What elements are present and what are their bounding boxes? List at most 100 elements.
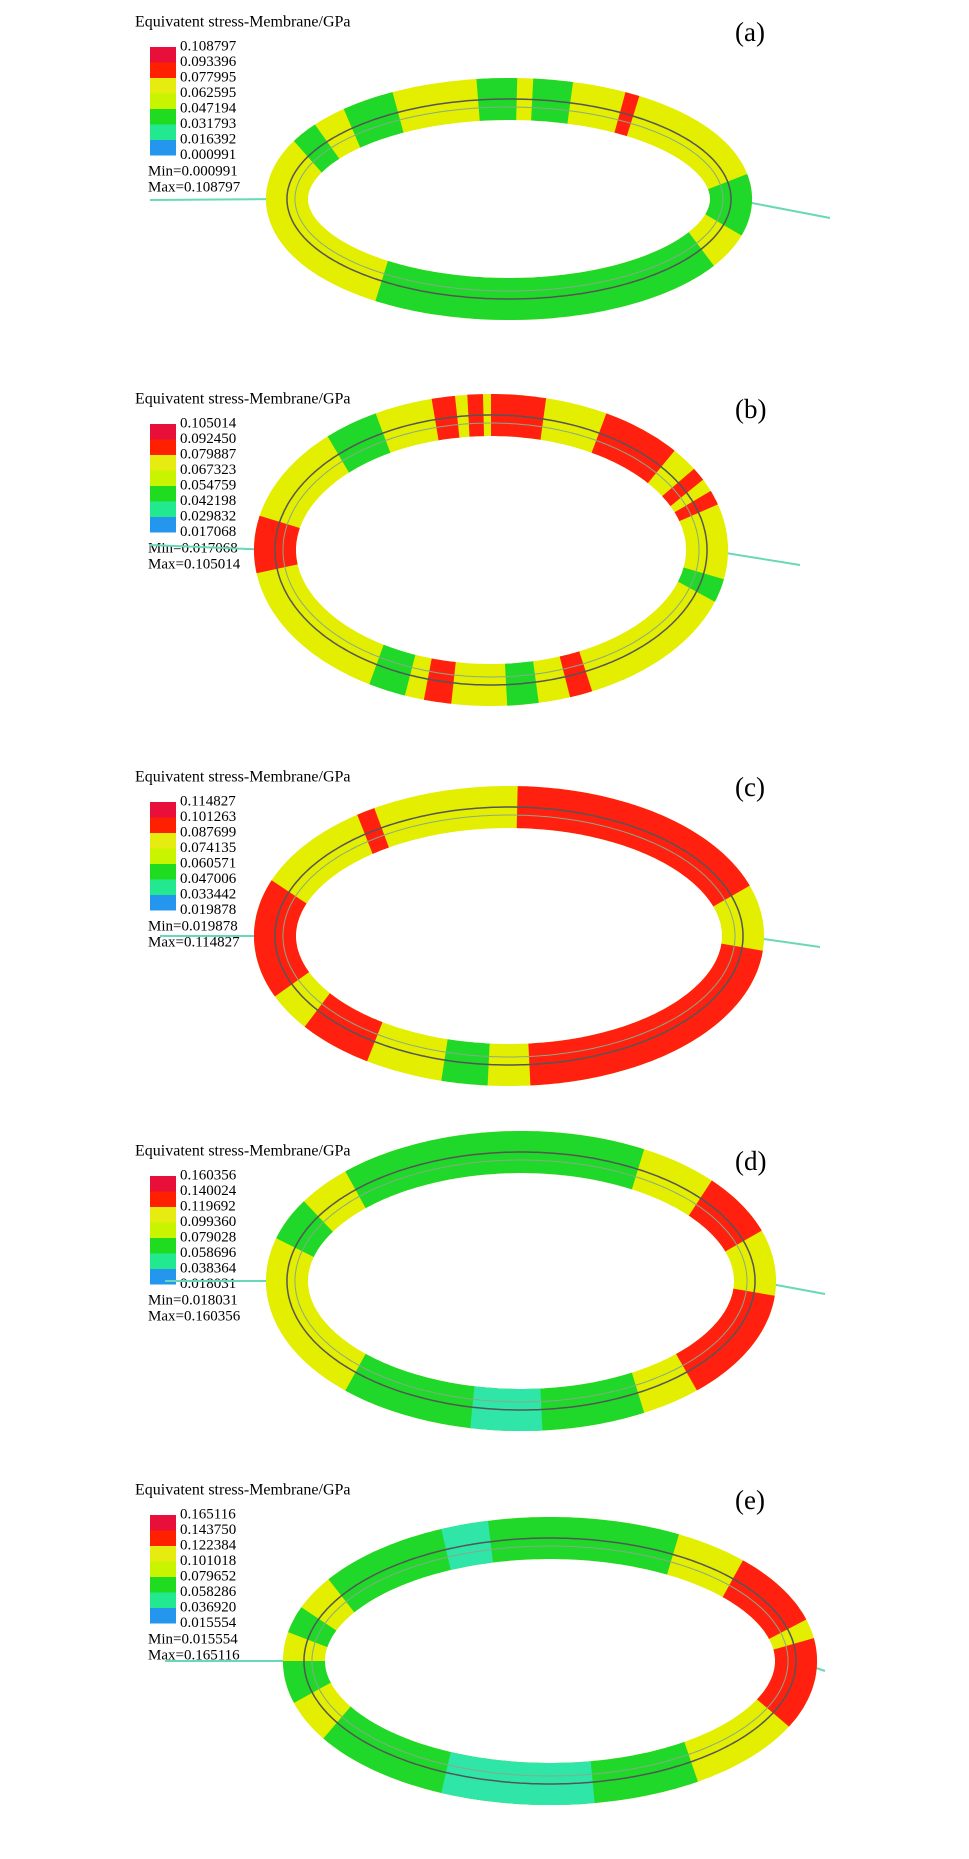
legend-value: 0.015554 bbox=[180, 1615, 237, 1631]
ring-centerline bbox=[286, 1151, 756, 1411]
legend-swatch bbox=[150, 439, 176, 455]
legend-value: 0.101263 bbox=[180, 809, 236, 825]
legend-value: 0.079652 bbox=[180, 1568, 236, 1584]
ring-segment bbox=[375, 232, 714, 320]
legend-swatch bbox=[150, 78, 176, 94]
ring-segment bbox=[756, 1638, 817, 1727]
legend-swatch bbox=[150, 1546, 176, 1562]
legend-swatch bbox=[150, 455, 176, 471]
legend-swatch bbox=[150, 864, 176, 880]
legend-swatch bbox=[150, 1269, 176, 1285]
max-label: Max=0.114827 bbox=[148, 934, 240, 950]
legend-value: 0.165116 bbox=[180, 1506, 236, 1522]
legend-swatch bbox=[150, 848, 176, 864]
legend-value: 0.029832 bbox=[180, 508, 236, 524]
legend-swatch bbox=[150, 1530, 176, 1546]
legend-value: 0.114827 bbox=[180, 793, 236, 809]
wire bbox=[149, 198, 288, 201]
legend-swatch bbox=[150, 1592, 176, 1608]
legend-swatch bbox=[150, 109, 176, 125]
legend-title: Equivatent stress-Membrane/GPa bbox=[135, 1143, 351, 1160]
ring-centerline bbox=[286, 98, 732, 300]
legend-value: 0.042198 bbox=[180, 493, 236, 509]
legend-value: 0.058286 bbox=[180, 1584, 237, 1600]
legend-swatch bbox=[150, 1176, 176, 1192]
ring-segment bbox=[304, 993, 383, 1062]
max-label: Max=0.165116 bbox=[148, 1647, 240, 1663]
min-label: Min=0.015554 bbox=[148, 1631, 238, 1647]
legend-swatch bbox=[150, 501, 176, 517]
legend-value: 0.119692 bbox=[180, 1198, 236, 1214]
legend-value: 0.092450 bbox=[180, 431, 236, 447]
legend-swatch bbox=[150, 1561, 176, 1577]
panel-label: (e) bbox=[735, 1485, 765, 1515]
legend-swatch bbox=[150, 47, 176, 63]
legend-swatch bbox=[150, 895, 176, 911]
panel-label: (b) bbox=[735, 394, 766, 424]
legend-value: 0.038364 bbox=[180, 1260, 237, 1276]
min-label: Min=0.000991 bbox=[148, 163, 238, 179]
max-label: Max=0.108797 bbox=[148, 179, 241, 195]
legend-value: 0.017068 bbox=[180, 524, 236, 540]
legend-value: 0.101018 bbox=[180, 1553, 236, 1569]
legend-value: 0.099360 bbox=[180, 1214, 236, 1230]
legend-value: 0.000991 bbox=[180, 147, 236, 163]
legend-title: Equivatent stress-Membrane/GPa bbox=[135, 391, 351, 408]
legend-value: 0.060571 bbox=[180, 855, 236, 871]
legend-value: 0.019878 bbox=[180, 902, 236, 918]
legend-value: 0.122384 bbox=[180, 1537, 237, 1553]
legend-title: Equivatent stress-Membrane/GPa bbox=[135, 14, 351, 31]
legend-swatch bbox=[150, 1608, 176, 1624]
legend-swatch bbox=[150, 1191, 176, 1207]
legend-value: 0.140024 bbox=[180, 1183, 237, 1199]
legend-swatch bbox=[150, 1515, 176, 1531]
ring-segment bbox=[676, 1288, 775, 1391]
legend-value: 0.033442 bbox=[180, 886, 236, 902]
legend-swatch bbox=[150, 470, 176, 486]
legend-value: 0.093396 bbox=[180, 54, 237, 70]
legend-value: 0.077995 bbox=[180, 69, 236, 85]
legend-value: 0.074135 bbox=[180, 840, 236, 856]
legend-value: 0.062595 bbox=[180, 85, 236, 101]
ring-segment bbox=[528, 943, 763, 1086]
ring-segment bbox=[441, 1752, 595, 1805]
panel: Equivatent stress-Membrane/GPa (b) 0.10501… bbox=[135, 391, 801, 706]
legend-value: 0.143750 bbox=[180, 1522, 236, 1538]
legend-swatch bbox=[150, 62, 176, 78]
panel: Equivatent stress-Membrane/GPa (a) 0.10879… bbox=[135, 14, 831, 320]
panel: Equivatent stress-Membrane/GPa (c) 0.11482… bbox=[135, 769, 821, 1086]
legend-swatch bbox=[150, 1577, 176, 1593]
legend-swatch bbox=[150, 124, 176, 140]
ring-segment bbox=[516, 786, 750, 907]
min-label: Min=0.018031 bbox=[148, 1292, 238, 1308]
legend-value: 0.036920 bbox=[180, 1599, 236, 1615]
legend-value: 0.047194 bbox=[180, 100, 237, 116]
legend-value: 0.087699 bbox=[180, 824, 236, 840]
legend-swatch bbox=[150, 879, 176, 895]
legend-swatch bbox=[150, 93, 176, 109]
legend-swatch bbox=[150, 424, 176, 440]
legend-value: 0.079028 bbox=[180, 1229, 236, 1245]
ring-segment bbox=[688, 1180, 762, 1252]
legend-swatch bbox=[150, 1207, 176, 1223]
panel-label: (d) bbox=[735, 1146, 766, 1176]
legend-value: 0.058696 bbox=[180, 1245, 237, 1261]
ring-segment bbox=[283, 1661, 331, 1703]
legend-swatch bbox=[150, 1222, 176, 1238]
max-label: Max=0.160356 bbox=[148, 1308, 241, 1324]
legend-swatch bbox=[150, 486, 176, 502]
legend-value: 0.016392 bbox=[180, 131, 236, 147]
panel-label: (a) bbox=[735, 17, 765, 47]
ring-inner-line bbox=[282, 814, 736, 1058]
legend-value: 0.160356 bbox=[180, 1167, 237, 1183]
ring-centerline bbox=[274, 806, 744, 1066]
ring-inner-line bbox=[282, 422, 700, 678]
legend-value: 0.067323 bbox=[180, 462, 236, 478]
legend-value: 0.105014 bbox=[180, 415, 237, 431]
legend-swatch bbox=[150, 140, 176, 156]
panel-label: (c) bbox=[735, 772, 765, 802]
legend-value: 0.031793 bbox=[180, 116, 236, 132]
legend-title: Equivatent stress-Membrane/GPa bbox=[135, 769, 351, 786]
